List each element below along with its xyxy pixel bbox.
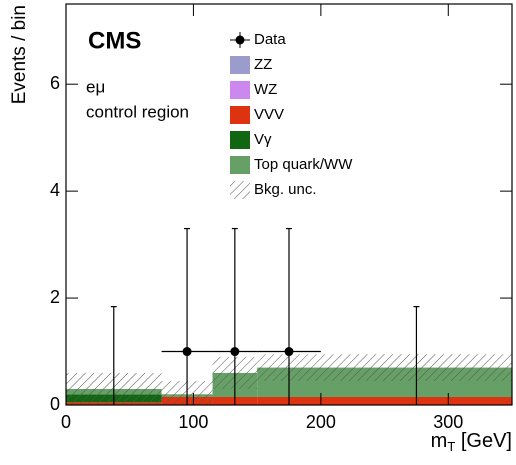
y-axis-label: Events / bin bbox=[9, 5, 30, 104]
data-point bbox=[182, 347, 192, 357]
legend-label: VVV bbox=[254, 106, 284, 123]
legend-swatch bbox=[230, 106, 250, 124]
legend-data-marker bbox=[235, 35, 245, 45]
legend-swatch bbox=[230, 181, 250, 199]
data-point bbox=[230, 347, 240, 357]
frame bbox=[65, 3, 513, 406]
legend-label: Data bbox=[254, 31, 286, 48]
x-tick-label: 300 bbox=[433, 412, 463, 432]
legend-label: WZ bbox=[254, 81, 277, 98]
uncertainty-band bbox=[257, 354, 512, 381]
y-tick-label: 6 bbox=[50, 73, 60, 93]
region-label: control region bbox=[86, 102, 189, 121]
y-tick-label: 0 bbox=[50, 394, 60, 414]
legend-label: Bkg. unc. bbox=[254, 181, 317, 198]
legend-label: ZZ bbox=[254, 56, 272, 73]
cms-label: CMS bbox=[88, 27, 141, 54]
x-axis-label-sub: T bbox=[447, 439, 455, 454]
legend-label: Top quark/WW bbox=[254, 156, 353, 173]
x-axis-label-unit: [GeV] bbox=[455, 430, 512, 452]
histogram-segment bbox=[257, 396, 512, 405]
y-tick-label: 4 bbox=[50, 180, 60, 200]
x-axis-label: mT [GeV] bbox=[431, 430, 512, 454]
x-axis-label-main: m bbox=[431, 430, 448, 452]
channel-label: eμ bbox=[86, 77, 105, 96]
legend-swatch bbox=[230, 156, 250, 174]
x-tick-label: 200 bbox=[306, 412, 336, 432]
data-point bbox=[284, 347, 294, 357]
legend-swatch bbox=[230, 131, 250, 149]
legend-label: Vγ bbox=[254, 131, 272, 148]
y-tick-label: 2 bbox=[50, 287, 60, 307]
x-tick-label: 100 bbox=[178, 412, 208, 432]
legend-swatch bbox=[230, 81, 250, 99]
legend-swatch bbox=[230, 56, 250, 74]
x-tick-label: 0 bbox=[61, 412, 71, 432]
